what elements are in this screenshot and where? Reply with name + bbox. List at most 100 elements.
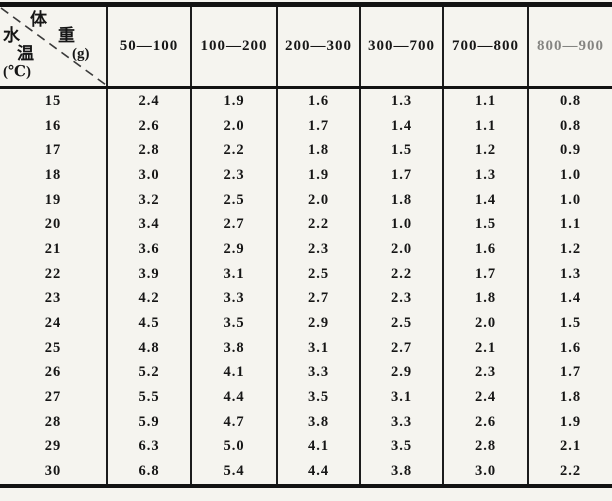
corner-cell: 体 重 (g) 水 温 (℃): [0, 4, 107, 89]
value-cell: 1.7: [359, 163, 443, 188]
value-cell: 5.2: [106, 360, 191, 386]
value-cell: 2.2: [527, 459, 612, 486]
value-cell: 3.3: [359, 409, 443, 435]
water-temp-cell: 22: [44, 265, 62, 282]
value-cell: 2.2: [359, 261, 443, 287]
value-cell: 3.3: [190, 286, 277, 312]
value-cell: 1.7: [442, 261, 528, 287]
value-cell: 0.8: [527, 113, 612, 139]
value-cell: 1.5: [527, 311, 612, 336]
table-row: 17 2.8 2.2 1.8 1.5 1.2 0.9: [0, 138, 612, 164]
value-cell: 0.8: [527, 87, 612, 114]
table-row: 18 3.0 2.3 1.9 1.7 1.3 1.0: [0, 163, 612, 188]
value-cell: 1.4: [527, 286, 612, 312]
corner-label-weight-char-1: 体: [30, 10, 47, 29]
value-cell: 2.0: [359, 237, 443, 262]
value-cell: 2.2: [190, 138, 277, 164]
value-cell: 4.1: [276, 434, 360, 460]
table-row: 23 4.2 3.3 2.7 2.3 1.8 1.4: [0, 286, 612, 312]
value-cell: 1.7: [527, 360, 612, 386]
value-cell: 2.5: [359, 311, 443, 336]
value-cell: 2.9: [190, 237, 277, 262]
value-cell: 4.1: [190, 360, 277, 386]
value-cell: 2.0: [190, 113, 277, 139]
value-cell: 4.2: [106, 286, 191, 312]
value-cell: 3.0: [106, 163, 191, 188]
value-cell: 1.4: [359, 113, 443, 139]
water-temp-cell: 24: [44, 315, 62, 332]
value-cell: 1.9: [276, 163, 360, 188]
value-cell: 1.0: [359, 212, 443, 238]
value-cell: 0.9: [527, 138, 612, 164]
value-cell: 1.8: [527, 385, 612, 410]
value-cell: 4.7: [190, 409, 277, 435]
column-header-50-100: 50—100: [106, 4, 191, 89]
value-cell: 2.3: [442, 360, 528, 386]
value-cell: 2.1: [527, 434, 612, 460]
value-cell: 6.3: [106, 434, 191, 460]
value-cell: 1.9: [527, 409, 612, 435]
value-cell: 2.4: [106, 87, 191, 114]
value-cell: 5.0: [190, 434, 277, 460]
value-cell: 3.3: [276, 360, 360, 386]
value-cell: 1.1: [527, 212, 612, 238]
value-cell: 3.0: [442, 459, 528, 486]
value-cell: 2.9: [276, 311, 360, 336]
table-row: 20 3.4 2.7 2.2 1.0 1.5 1.1: [0, 212, 612, 238]
value-cell: 2.6: [442, 409, 528, 435]
table-row: 28 5.9 4.7 3.8 3.3 2.6 1.9: [0, 409, 612, 435]
value-cell: 2.0: [442, 311, 528, 336]
table-body: 15 2.4 1.9 1.6 1.3 1.1 0.8 16 2.6 2.0 1.7 1.4 1.1 0.8…: [0, 87, 612, 486]
water-temp-cell: 18: [44, 166, 62, 183]
diagonal-divider-line: [0, 7, 107, 86]
value-cell: 2.7: [276, 286, 360, 312]
value-cell: 5.5: [106, 385, 191, 410]
water-temp-cell: 25: [44, 339, 62, 356]
value-cell: 4.8: [106, 335, 191, 361]
corner-label-temp-char-2: 温: [17, 44, 34, 63]
header-row: 体 重 (g) 水 温 (℃) 50—100 100—200 200—300 3…: [0, 4, 612, 89]
value-cell: 3.1: [359, 385, 443, 410]
value-cell: 2.5: [276, 261, 360, 287]
water-temp-cell: 16: [44, 117, 62, 134]
value-cell: 2.9: [359, 360, 443, 386]
value-cell: 1.9: [190, 87, 277, 114]
table-row: 15 2.4 1.9 1.6 1.3 1.1 0.8: [0, 87, 612, 114]
water-temp-cell: 26: [44, 364, 62, 381]
value-cell: 1.6: [442, 237, 528, 262]
value-cell: 1.5: [442, 212, 528, 238]
value-cell: 2.3: [276, 237, 360, 262]
value-cell: 5.9: [106, 409, 191, 435]
value-cell: 3.1: [276, 335, 360, 361]
value-cell: 3.5: [276, 385, 360, 410]
value-cell: 1.1: [442, 113, 528, 139]
value-cell: 2.1: [442, 335, 528, 361]
value-cell: 4.5: [106, 311, 191, 336]
table-row: 30 6.8 5.4 4.4 3.8 3.0 2.2: [0, 459, 612, 486]
value-cell: 4.4: [190, 385, 277, 410]
table-row: 21 3.6 2.9 2.3 2.0 1.6 1.2: [0, 237, 612, 262]
value-cell: 2.6: [106, 113, 191, 139]
water-temp-cell: 28: [44, 413, 62, 430]
value-cell: 3.8: [190, 335, 277, 361]
table-row: 22 3.9 3.1 2.5 2.2 1.7 1.3: [0, 261, 612, 287]
corner-label-temp-unit: (℃): [3, 64, 31, 80]
value-cell: 2.8: [106, 138, 191, 164]
value-cell: 2.7: [359, 335, 443, 361]
value-cell: 2.5: [190, 187, 277, 213]
value-cell: 1.7: [276, 113, 360, 139]
value-cell: 1.0: [527, 187, 612, 213]
value-cell: 1.5: [359, 138, 443, 164]
value-cell: 2.3: [190, 163, 277, 188]
water-temp-cell: 20: [44, 216, 62, 233]
value-cell: 1.2: [527, 237, 612, 262]
value-cell: 3.8: [359, 459, 443, 486]
table-row: 16 2.6 2.0 1.7 1.4 1.1 0.8: [0, 113, 612, 139]
value-cell: 2.8: [442, 434, 528, 460]
value-cell: 3.6: [106, 237, 191, 262]
value-cell: 1.8: [442, 286, 528, 312]
value-cell: 1.6: [527, 335, 612, 361]
value-cell: 3.2: [106, 187, 191, 213]
value-cell: 3.5: [190, 311, 277, 336]
water-temp-cell: 27: [44, 389, 62, 406]
